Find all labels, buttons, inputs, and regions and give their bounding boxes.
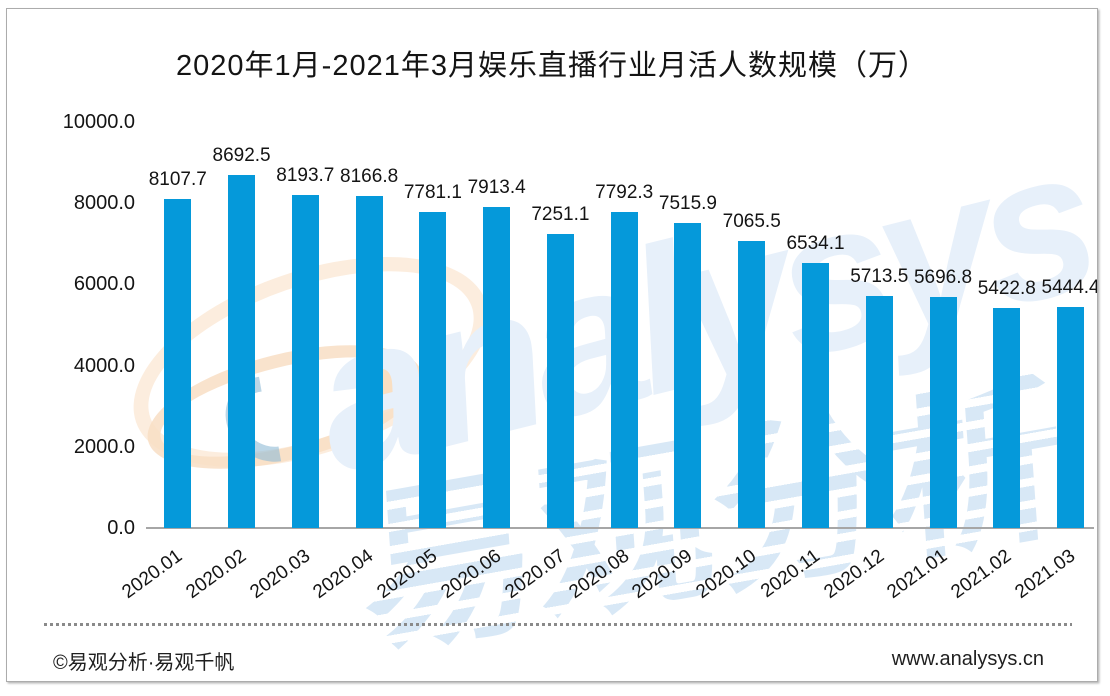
bar-2020.11 (802, 263, 829, 528)
chart-title: 2020年1月-2021年3月娱乐直播行业月活人数规模（万） (176, 50, 928, 82)
bar-2020.04 (355, 196, 383, 528)
bar-value-label: 7515.9 (658, 193, 718, 214)
bar-2020.07 (546, 234, 574, 528)
bar-value-label: 8107.7 (148, 169, 207, 190)
plot-area: 0.0 2000.0 4000.0 6000.0 8000.0 10000.0 8107.7… (7, 9, 1097, 681)
y-axis-tick-label: 2000.0 (73, 435, 135, 458)
bar-value-label: 8166.8 (340, 166, 399, 187)
bar-value-label: 7251.1 (531, 204, 590, 225)
copyright-text: ©易观分析·易观千帆 (53, 652, 235, 674)
bar-2020.05 (419, 212, 447, 528)
bar-value-label: 5422.8 (977, 278, 1036, 299)
bar-value-label: 5713.5 (850, 266, 909, 287)
bar-value-label: 7065.5 (722, 211, 781, 232)
bar-2020.12 (865, 296, 893, 528)
website-link[interactable]: www.analysys.cn (891, 648, 1044, 670)
bar-value-label: 7792.3 (595, 182, 654, 203)
y-axis-tick-label: 10000.0 (62, 111, 135, 133)
x-axis-category-label: 2021.03 (945, 543, 1079, 603)
bar-value-label: 7781.1 (403, 182, 462, 203)
bar-2020.03 (291, 195, 319, 528)
footer-dotted-separator (44, 623, 1072, 626)
chart-card: analysys 易观分析 2020年1月-2021年3月娱乐直播行业月活人数规… (6, 8, 1098, 682)
bar-2020.01 (164, 199, 192, 528)
y-axis-tick-label: 4000.0 (73, 354, 135, 377)
y-axis-tick-label: 6000.0 (73, 273, 135, 296)
y-axis-tick-label: 8000.0 (73, 192, 135, 215)
bar-value-label: 6534.1 (786, 233, 845, 254)
bar-value-label: 5444.4 (1041, 277, 1098, 298)
bar-2020.10 (738, 241, 766, 528)
bar-2020.06 (483, 207, 511, 528)
bar-value-label: 5696.8 (913, 267, 973, 288)
bar-value-label: 7913.4 (467, 177, 526, 198)
bar-2021.01 (929, 297, 957, 528)
bar-2021.02 (993, 308, 1021, 528)
bar-value-label: 8193.7 (276, 165, 335, 186)
x-axis-category-text: 2021.03 (1011, 545, 1080, 603)
bar-2020.09 (674, 223, 702, 528)
x-axis-line (146, 527, 1094, 529)
bar-2020.02 (228, 175, 256, 528)
bar-2021.03 (1057, 307, 1085, 528)
bar-value-label: 8692.5 (212, 145, 271, 166)
y-axis-tick-label: 0.0 (107, 517, 135, 539)
bar-2020.08 (610, 212, 638, 528)
